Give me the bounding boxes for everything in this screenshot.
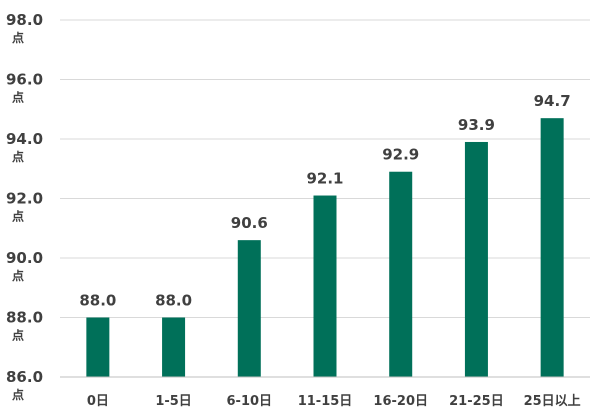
bar [86, 317, 110, 377]
x-tick-label: 21-25日 [449, 394, 504, 409]
data-label: 88.0 [79, 292, 116, 310]
bar [540, 118, 564, 378]
bar [464, 141, 488, 377]
data-label: 94.7 [534, 92, 571, 110]
data-label: 92.1 [306, 170, 343, 188]
y-tick-unit: 点 [12, 209, 24, 224]
bar [313, 195, 337, 377]
bars [86, 118, 564, 378]
x-tick-label: 0日 [87, 394, 109, 409]
x-tick-label: 11-15日 [298, 394, 353, 409]
y-tick-label: 94.0 [6, 130, 43, 148]
y-tick-label: 96.0 [6, 71, 43, 89]
bar [162, 317, 186, 377]
y-tick-unit: 点 [12, 90, 24, 105]
data-label: 90.6 [231, 214, 268, 232]
y-tick-label: 98.0 [6, 11, 43, 29]
y-tick-label: 92.0 [6, 190, 43, 208]
x-axis: 0日 1-5日 6-10日 11-15日 16-20日 21-25日 25日以上 [60, 376, 590, 409]
y-tick-unit: 点 [12, 268, 24, 283]
data-label: 92.9 [382, 146, 419, 164]
y-tick-unit: 点 [12, 149, 24, 164]
x-tick-label: 25日以上 [524, 394, 581, 409]
y-tick-unit: 点 [12, 30, 24, 45]
data-labels: 88.0 88.0 90.6 92.1 92.9 93.9 94.7 [79, 92, 570, 309]
bar [389, 171, 413, 377]
data-label: 88.0 [155, 292, 192, 310]
y-tick-label: 86.0 [6, 368, 43, 386]
x-tick-label: 16-20日 [373, 394, 428, 409]
y-tick-label: 90.0 [6, 249, 43, 267]
y-tick-unit: 点 [12, 328, 24, 343]
x-tick-label: 6-10日 [227, 394, 273, 409]
y-tick-unit: 点 [12, 387, 24, 402]
data-label: 93.9 [458, 116, 495, 134]
x-tick-label: 1-5日 [155, 394, 192, 409]
bar [237, 240, 261, 377]
y-tick-label: 88.0 [6, 309, 43, 327]
